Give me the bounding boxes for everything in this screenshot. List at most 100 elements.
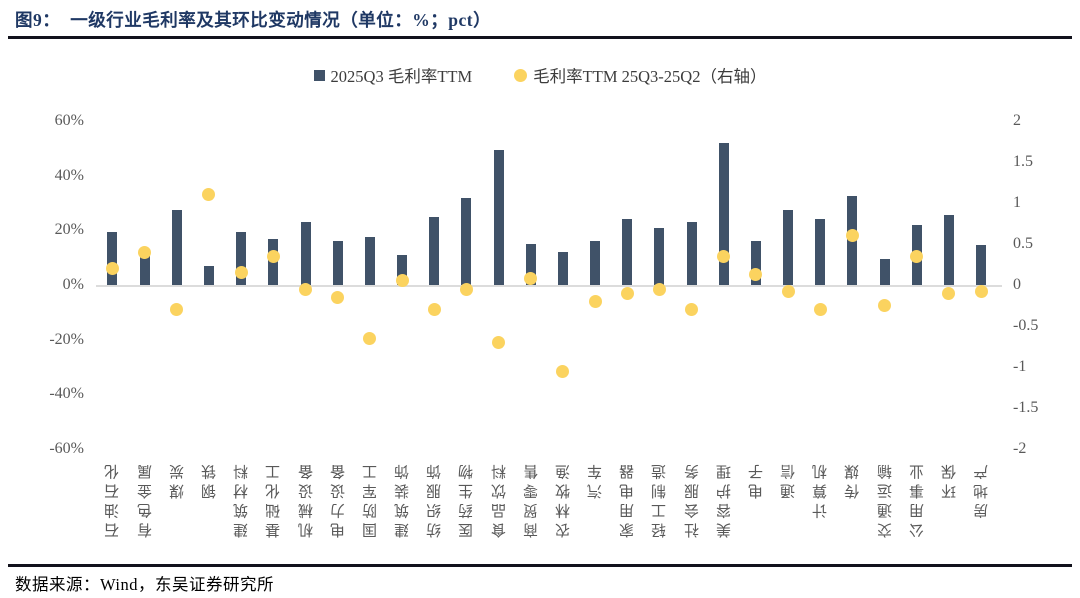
x-axis-label: 电子 <box>748 460 765 499</box>
dot <box>331 290 345 304</box>
dot <box>363 331 377 345</box>
bar <box>943 215 954 285</box>
y-axis-left-tick: 40% <box>54 166 84 184</box>
legend-label: 毛利率TTM 25Q3-25Q2（右轴） <box>533 67 767 86</box>
x-axis-label: 石油石化 <box>105 460 122 538</box>
x-axis-label: 环保 <box>941 460 958 499</box>
x-axis-label: 机械设备 <box>298 460 315 538</box>
x-axis-label: 电力设备 <box>330 460 347 538</box>
bar <box>783 209 794 285</box>
y-axis-right-tick: -2 <box>1013 440 1027 457</box>
bar <box>815 219 826 285</box>
bar <box>493 149 504 285</box>
figure-number: 图9： <box>15 10 61 30</box>
bar <box>332 241 343 285</box>
dot <box>717 249 731 263</box>
dot <box>749 267 763 281</box>
x-axis-label: 钢铁 <box>201 460 218 499</box>
y-axis-right-tick: -1 <box>1013 358 1027 375</box>
x-axis-label: 社会服务 <box>684 460 701 538</box>
dot <box>395 274 409 288</box>
y-axis-left-tick: -60% <box>49 440 84 457</box>
legend-item-dot-series: 毛利率TTM 25Q3-25Q2（右轴） <box>514 63 766 87</box>
y-axis-right-tick: 0.5 <box>1013 235 1033 252</box>
y-axis-left-tick: 20% <box>54 221 84 239</box>
dot <box>524 271 538 285</box>
x-axis-label: 纺织服饰 <box>427 460 444 538</box>
y-axis-right-tick: 1 <box>1013 194 1021 211</box>
x-axis-label: 交通运输 <box>877 460 894 538</box>
bar <box>976 245 987 285</box>
y-axis-right-tick: 0 <box>1013 276 1021 293</box>
dot <box>588 294 602 308</box>
x-axis-label: 传媒 <box>845 460 862 499</box>
dot <box>845 229 859 243</box>
bar <box>654 227 665 285</box>
dot <box>620 286 634 300</box>
x-axis-label: 煤炭 <box>169 460 186 499</box>
y-axis-left-tick: 0% <box>62 276 84 293</box>
bar <box>171 209 182 285</box>
x-axis-label: 计算机 <box>813 460 830 519</box>
y-axis-left-tick: -40% <box>49 385 84 403</box>
dot <box>942 286 956 300</box>
dot <box>556 364 570 378</box>
y-axis-right-tick: 1.5 <box>1013 153 1033 170</box>
dot <box>910 249 924 263</box>
dot <box>138 245 152 259</box>
x-axis-label: 汽车 <box>588 460 605 499</box>
bar-series-marker-icon <box>313 69 325 81</box>
x-axis-label: 农林牧渔 <box>555 460 572 538</box>
bar <box>107 231 118 285</box>
dot <box>105 262 119 276</box>
bar <box>525 244 536 285</box>
bar <box>750 241 761 285</box>
bar <box>622 219 633 285</box>
footer-divider <box>8 564 1072 567</box>
bar <box>879 259 890 285</box>
legend-label: 2025Q3 毛利率TTM <box>330 67 473 86</box>
bar <box>203 265 214 285</box>
dot <box>974 285 988 299</box>
bar <box>364 237 375 285</box>
x-axis-label: 房地产 <box>974 460 991 519</box>
x-axis-label: 轻工制造 <box>652 460 669 538</box>
dot <box>813 303 827 317</box>
dot <box>685 303 699 317</box>
dot <box>202 188 216 202</box>
figure-title-text: 一级行业毛利率及其环比变动情况（单位：%；pct） <box>70 10 492 30</box>
x-axis-label: 家用电器 <box>620 460 637 538</box>
x-axis-label: 基础化工 <box>266 460 283 538</box>
dot <box>652 282 666 296</box>
x-axis-label: 食品饮料 <box>491 460 508 538</box>
zero-gridline <box>96 285 1002 287</box>
bar <box>397 254 407 285</box>
y-axis-right-tick: -0.5 <box>1013 317 1039 334</box>
dot <box>234 266 248 280</box>
bar <box>590 241 601 285</box>
chart-legend: 2025Q3 毛利率TTM 毛利率TTM 25Q3-25Q2（右轴） <box>0 63 1080 87</box>
x-axis-label: 通信 <box>781 460 798 499</box>
dot <box>170 303 184 317</box>
bar <box>557 252 568 285</box>
x-axis-label: 医药生物 <box>459 460 476 538</box>
data-source: 数据来源：Wind，东吴证券研究所 <box>15 575 274 594</box>
x-axis-label: 有色金属 <box>137 460 154 538</box>
y-axis-left-tick: -20% <box>49 330 84 348</box>
dot <box>266 249 280 263</box>
dot <box>299 282 312 296</box>
bar <box>429 216 440 285</box>
bar <box>718 142 729 285</box>
x-axis-label: 公用事业 <box>909 460 926 538</box>
legend-item-bar-series: 2025Q3 毛利率TTM <box>313 63 473 87</box>
bar <box>236 231 247 285</box>
x-axis-label: 建筑装饰 <box>395 460 411 538</box>
x-axis-label: 美容护理 <box>716 460 733 538</box>
dot <box>878 299 892 312</box>
y-axis-right-tick: -1.5 <box>1013 399 1039 416</box>
dot <box>459 282 473 296</box>
dot <box>781 285 795 299</box>
y-axis-left-tick: 60% <box>54 112 84 129</box>
bar <box>686 222 697 285</box>
